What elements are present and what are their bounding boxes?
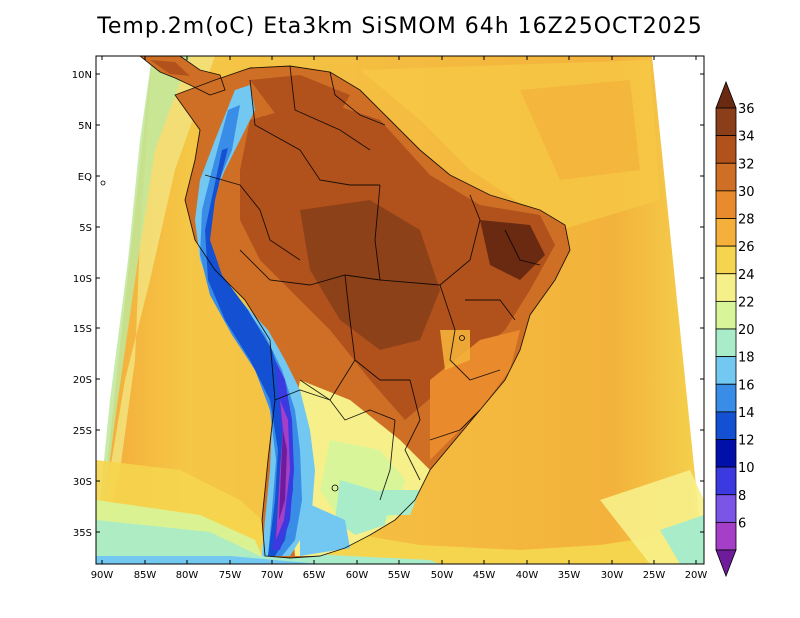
latitude-axis: 10N 5N EQ 5S 10S 15S 20S 25S 30S 35S bbox=[72, 70, 704, 539]
longitude-axis: 90W 85W 80W 75W 70W 65W 60W 55W 50W 45W … bbox=[91, 56, 708, 581]
colorbar-segment bbox=[715, 383, 737, 413]
lon-tick-label: 75W bbox=[219, 570, 242, 581]
lon-tick-label: 20W bbox=[685, 570, 708, 581]
lon-tick-label: 65W bbox=[303, 570, 326, 581]
lat-tick-label: 30S bbox=[73, 477, 92, 488]
lat-tick-label: 10N bbox=[72, 70, 92, 81]
lon-tick-label: 85W bbox=[134, 570, 157, 581]
colorbar-label: 24 bbox=[738, 268, 755, 283]
political-borders bbox=[139, 56, 571, 559]
colorbar-label: 26 bbox=[738, 240, 755, 255]
temperature-field bbox=[96, 56, 704, 564]
colorbar-label: 16 bbox=[738, 378, 755, 393]
colorbar-segment bbox=[715, 521, 737, 551]
colorbar-segment bbox=[715, 411, 737, 440]
colorbar-segment bbox=[715, 300, 737, 330]
colorbar-segment bbox=[715, 135, 737, 164]
colorbar-segment bbox=[715, 439, 737, 468]
colorbar-label: 6 bbox=[738, 516, 746, 531]
colorbar-segment bbox=[715, 162, 737, 192]
colorbar-top-arrow bbox=[715, 80, 737, 109]
lon-tick-label: 40W bbox=[516, 570, 539, 581]
lon-tick-label: 90W bbox=[91, 570, 114, 581]
colorbar-label: 28 bbox=[738, 213, 755, 228]
lat-tick-label: 10S bbox=[73, 274, 92, 285]
colorbar-segment bbox=[715, 466, 737, 496]
colorbar-segment bbox=[715, 356, 737, 385]
lat-tick-label: EQ bbox=[78, 172, 92, 183]
colorbar-segment bbox=[715, 107, 737, 137]
colorbar-label: 12 bbox=[738, 434, 755, 449]
lon-tick-label: 50W bbox=[431, 570, 454, 581]
colorbar-label: 32 bbox=[738, 157, 755, 172]
lon-tick-label: 45W bbox=[473, 570, 496, 581]
lat-tick-label: 5S bbox=[79, 223, 92, 234]
colorbar-label: 8 bbox=[738, 489, 746, 504]
colorbar-segment bbox=[715, 218, 737, 247]
colorbar-label: 36 bbox=[738, 102, 755, 117]
colorbar-label: 20 bbox=[738, 323, 755, 338]
lon-tick-label: 30W bbox=[601, 570, 624, 581]
colorbar-segment bbox=[715, 273, 737, 302]
map-title: Temp.2m(oC) Eta3km SiSMOM 64h 16Z25OCT20… bbox=[97, 14, 703, 39]
lon-tick-label: 80W bbox=[176, 570, 199, 581]
lat-tick-label: 35S bbox=[73, 528, 92, 539]
colorbar-label: 34 bbox=[738, 130, 755, 145]
colorbar-label: 10 bbox=[738, 461, 755, 476]
colorbar-segment bbox=[715, 245, 737, 275]
colorbar-segment bbox=[715, 328, 737, 358]
colorbar: 36 34 32 30 28 26 24 22 20 18 16 14 12 10 8 6 bbox=[715, 80, 755, 578]
lat-tick-label: 15S bbox=[73, 324, 92, 335]
lon-tick-label: 35W bbox=[558, 570, 581, 581]
lat-tick-label: 25S bbox=[73, 426, 92, 437]
colorbar-label: 22 bbox=[738, 295, 755, 310]
lat-tick-label: 20S bbox=[73, 375, 92, 386]
lon-tick-label: 70W bbox=[261, 570, 284, 581]
colorbar-segment bbox=[715, 190, 737, 219]
colorbar-label: 14 bbox=[738, 406, 755, 421]
lon-tick-label: 25W bbox=[643, 570, 666, 581]
colorbar-label: 18 bbox=[738, 351, 755, 366]
colorbar-bottom-arrow bbox=[715, 549, 737, 578]
lon-tick-label: 60W bbox=[346, 570, 369, 581]
lon-tick-label: 55W bbox=[388, 570, 411, 581]
map-frame bbox=[95, 55, 705, 565]
colorbar-segment bbox=[715, 494, 737, 523]
colorbar-label: 30 bbox=[738, 185, 755, 200]
lat-tick-label: 5N bbox=[78, 121, 92, 132]
